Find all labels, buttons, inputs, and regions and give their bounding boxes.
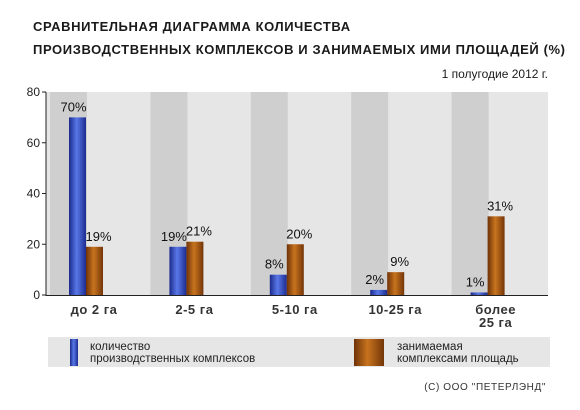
bar-value-label: 2%: [365, 272, 384, 287]
bar-area-2: [286, 244, 304, 295]
legend-panel: [48, 337, 550, 367]
bar-count-3: [370, 289, 388, 295]
bar-value-label: 19%: [161, 229, 187, 244]
bar-count-1: [169, 246, 187, 295]
bar-value-label: 1%: [466, 274, 485, 289]
bar-count-0: [69, 117, 86, 295]
bar-value-label: 9%: [390, 254, 409, 269]
bar-count-4: [470, 292, 488, 295]
y-tick-label: 80: [27, 85, 41, 99]
bar-area-1: [186, 241, 204, 295]
bar-value-label: 70%: [60, 99, 86, 114]
category-band: [250, 92, 288, 295]
chart-subtitle: 1 полугодие 2012 г.: [442, 67, 548, 81]
y-tick-label: 40: [27, 187, 41, 201]
bar-area-4: [487, 216, 505, 295]
bar-value-label: 19%: [85, 229, 111, 244]
copyright: (C) ООО "ПЕТЕРЛЭНД": [424, 382, 546, 393]
legend-label: комплексами площадь: [397, 353, 519, 365]
category-label: 25 га: [479, 315, 512, 330]
category-label: 2-5 га: [175, 302, 213, 317]
bar-value-label: 8%: [265, 257, 284, 272]
category-label: 10-25 га: [368, 302, 422, 317]
category-label: более: [475, 302, 516, 317]
legend-label: занимаемая: [397, 341, 463, 353]
y-tick-label: 0: [33, 288, 40, 302]
bar-area-3: [387, 272, 405, 295]
y-tick-label: 20: [27, 237, 41, 251]
legend-swatch: [70, 339, 78, 366]
y-tick-label: 60: [27, 136, 41, 150]
category-label: до 2 га: [71, 302, 118, 317]
bar-count-2: [269, 274, 287, 295]
legend-label: количество: [90, 341, 150, 353]
chart-title-line2: ПРОИЗВОДСТВЕННЫХ КОМПЛЕКСОВ И ЗАНИМАЕМЫХ…: [33, 42, 566, 57]
category-band: [351, 92, 389, 295]
chart-title-line1: СРАВНИТЕЛЬНАЯ ДИАГРАММА КОЛИЧЕСТВА: [33, 19, 351, 34]
bar-area-0: [86, 246, 103, 295]
bar-value-label: 21%: [186, 224, 212, 239]
legend-label: производственных комплексов: [90, 353, 255, 365]
bar-value-label: 31%: [487, 198, 513, 213]
legend-swatch: [354, 339, 384, 366]
category-label: 5-10 га: [272, 302, 318, 317]
category-band: [451, 92, 489, 295]
bar-value-label: 20%: [286, 226, 312, 241]
